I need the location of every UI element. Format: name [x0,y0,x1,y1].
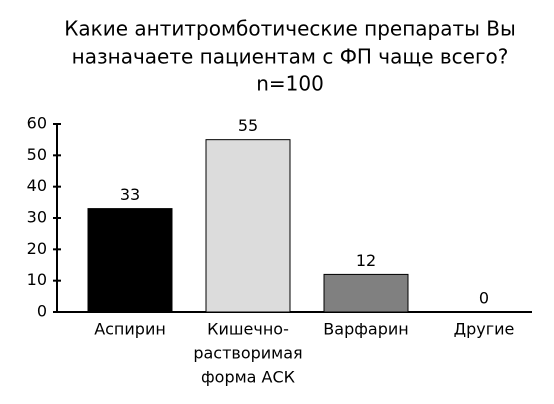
chart-title: назначаете пациентам с ФП чаще всего? [72,45,509,69]
bar [205,139,291,313]
x-tick-label: форма АСК [201,368,296,387]
y-tick-label: 0 [37,302,47,321]
y-tick-label: 40 [27,176,47,195]
x-tick-label: растворимая [193,344,302,363]
y-tick-label: 20 [27,239,47,258]
y-tick-label: 10 [27,270,47,289]
value-label: 0 [479,289,489,308]
x-tick-label: Другие [454,320,515,339]
value-label: 55 [238,116,258,135]
y-tick-label: 60 [27,114,47,133]
x-tick-label: Варфарин [323,320,408,339]
value-label: 33 [120,185,140,204]
chart-subtitle: n=100 [256,72,324,96]
x-tick-label: Кишечно- [207,320,289,339]
y-tick-label: 30 [27,208,47,227]
x-tick-label: Аспирин [94,320,166,339]
bar [323,273,409,313]
y-tick-label: 50 [27,145,47,164]
chart-title: Какие антитромботические препараты Вы [64,17,516,41]
bar [87,208,173,313]
value-label: 12 [356,251,376,270]
